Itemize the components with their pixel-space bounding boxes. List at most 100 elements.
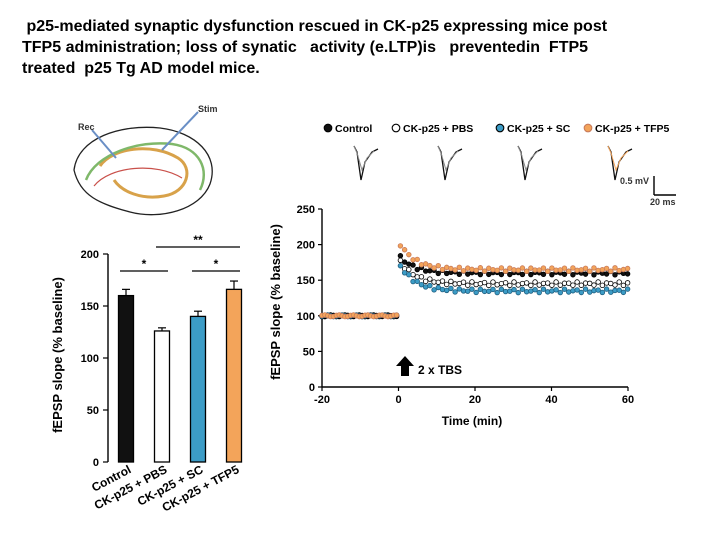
data-point — [536, 267, 542, 273]
data-point — [519, 286, 526, 292]
data-point — [532, 287, 538, 293]
stimulating-electrode — [161, 111, 199, 151]
data-point — [460, 279, 467, 285]
data-point — [502, 268, 509, 274]
ts-x-tick-label: 0 — [395, 394, 401, 406]
title-line-1: p25-mediated synaptic dysfunction rescue… — [22, 18, 608, 35]
data-point — [549, 282, 555, 288]
legend-marker — [323, 123, 333, 133]
data-point — [544, 280, 551, 286]
data-point — [498, 271, 505, 278]
data-point — [477, 265, 484, 271]
data-point — [511, 279, 517, 285]
fepsp-trace-overlay — [607, 145, 629, 172]
data-point — [620, 289, 627, 296]
data-point — [439, 266, 446, 273]
data-point — [570, 282, 576, 288]
data-point — [616, 279, 622, 285]
bar-y-tick-label: 50 — [87, 405, 99, 417]
data-point — [439, 278, 446, 284]
legend-marker — [583, 123, 593, 133]
data-point — [427, 282, 433, 289]
data-point — [595, 267, 601, 274]
rec-label: Rec — [78, 122, 95, 132]
data-point — [603, 271, 610, 277]
bar-3 — [225, 288, 243, 463]
data-point — [452, 289, 458, 295]
data-point — [578, 282, 585, 288]
ts-x-tick-label: 40 — [545, 394, 557, 406]
data-point — [448, 278, 454, 285]
data-point — [397, 263, 404, 269]
scale-bar-y-label: 0.5 mV — [620, 176, 649, 186]
fiber-layer — [93, 167, 183, 187]
scale-bar: 0.5 mV 20 ms — [620, 176, 676, 207]
dentate-gyrus-layer — [98, 147, 189, 199]
data-point — [523, 280, 530, 286]
data-point — [624, 265, 631, 272]
data-point — [406, 251, 412, 258]
significance-mark: * — [142, 257, 147, 271]
data-point — [460, 268, 467, 274]
data-point — [591, 272, 597, 278]
data-point — [511, 286, 517, 293]
data-point — [603, 265, 610, 272]
data-point — [477, 271, 484, 278]
data-point — [595, 279, 601, 285]
bar-y-tick-label: 200 — [81, 249, 99, 261]
data-point — [561, 271, 568, 277]
data-point — [498, 265, 505, 271]
data-point — [452, 267, 458, 273]
data-point — [528, 282, 534, 289]
data-point — [498, 286, 505, 293]
fepsp-trace-overlay — [517, 145, 539, 172]
data-point — [540, 265, 547, 271]
data-point — [582, 265, 589, 271]
ts-x-tick-label: 60 — [622, 394, 634, 406]
data-point — [414, 278, 420, 285]
significance-mark: * — [214, 257, 219, 271]
recording-electrode — [91, 129, 117, 159]
data-point — [540, 286, 547, 292]
data-point — [570, 272, 576, 278]
data-point — [481, 279, 488, 286]
data-point — [473, 281, 479, 288]
data-point — [595, 287, 601, 293]
legend-label: CK-p25 + TFP5 — [595, 123, 670, 135]
data-point — [456, 286, 463, 292]
data-point — [414, 256, 420, 263]
data-point — [507, 282, 513, 289]
data-point — [494, 289, 500, 296]
data-point — [599, 282, 606, 289]
data-point — [473, 289, 479, 296]
data-point — [566, 280, 572, 286]
data-point — [553, 279, 559, 285]
legend-marker — [495, 123, 505, 133]
data-point — [587, 268, 593, 274]
data-point — [481, 268, 488, 274]
hippocampus-outline — [73, 126, 213, 216]
fepsp-trace — [437, 145, 463, 181]
data-point — [422, 278, 429, 285]
data-point — [612, 265, 618, 271]
data-point — [624, 271, 631, 277]
data-point — [574, 279, 580, 285]
stim-label: Stim — [198, 104, 218, 114]
data-point — [439, 286, 446, 293]
data-point — [570, 288, 576, 294]
data-point — [456, 264, 463, 270]
bar-y-tick-label: 100 — [81, 353, 99, 365]
data-point — [494, 267, 500, 274]
bar-chart-y-label: fEPSP slope (% baseline) — [50, 277, 65, 433]
data-point — [469, 279, 475, 285]
data-point — [561, 265, 568, 271]
fepsp-trace — [607, 145, 633, 181]
data-point — [393, 312, 400, 318]
data-point — [397, 257, 404, 263]
data-point — [443, 281, 450, 288]
data-point — [427, 276, 433, 282]
data-point — [414, 266, 420, 273]
data-point — [599, 289, 606, 296]
data-point — [443, 287, 450, 294]
data-point — [477, 286, 484, 292]
